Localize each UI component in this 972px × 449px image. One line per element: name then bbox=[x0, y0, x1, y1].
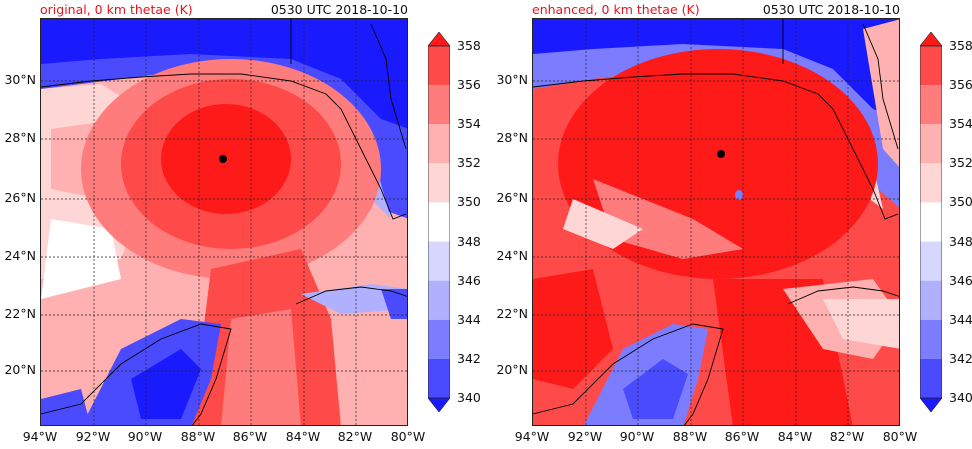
lon-tick: 82°W bbox=[337, 429, 373, 444]
colorbar-tick-label: 346 bbox=[457, 272, 481, 288]
colorbar-tick-label: 358 bbox=[457, 38, 481, 53]
colorbar-bin bbox=[920, 358, 942, 398]
colorbar bbox=[920, 32, 942, 412]
colorbar-tick-label: 356 bbox=[457, 77, 481, 93]
lat-tick: 30°N bbox=[496, 72, 528, 87]
colorbar-extend-min bbox=[428, 397, 450, 412]
lat-tick: 22°N bbox=[496, 306, 528, 321]
map-field-svg bbox=[533, 19, 899, 425]
lat-tick: 26°N bbox=[4, 190, 36, 205]
lat-tick: 20°N bbox=[496, 362, 528, 377]
colorbar-extend-max bbox=[428, 32, 450, 47]
colorbar-bin bbox=[428, 85, 450, 125]
lat-tick: 28°N bbox=[496, 130, 528, 145]
colorbar-bin bbox=[428, 358, 450, 398]
lat-tick: 30°N bbox=[4, 72, 36, 87]
lon-tick: 86°W bbox=[232, 429, 268, 444]
lon-tick: 82°W bbox=[829, 429, 865, 444]
panel-original: original, 0 km thetae (K) 0530 UTC 2018-… bbox=[4, 2, 481, 444]
colorbar-tick-label: 348 bbox=[949, 233, 972, 249]
lon-tick: 86°W bbox=[724, 429, 760, 444]
colorbar-bin bbox=[920, 280, 942, 320]
colorbar-tick-label: 344 bbox=[457, 311, 481, 327]
colorbar bbox=[428, 32, 450, 412]
colorbar-bin bbox=[428, 46, 450, 86]
colorbar-bin bbox=[920, 163, 942, 203]
colorbar-tick-label: 358 bbox=[949, 38, 972, 53]
colorbar-bin bbox=[920, 202, 942, 242]
colorbar-tick-label: 342 bbox=[949, 350, 972, 366]
colorbar-tick-label: 346 bbox=[949, 272, 972, 288]
map-field-svg bbox=[41, 19, 407, 425]
panel-title-time: 0530 UTC 2018-10-10 bbox=[270, 2, 408, 17]
panel-title-time: 0530 UTC 2018-10-10 bbox=[762, 2, 900, 17]
lat-tick: 24°N bbox=[4, 248, 36, 263]
colorbar-bin bbox=[920, 46, 942, 86]
colorbar-tick-label: 350 bbox=[949, 194, 972, 210]
lon-tick: 92°W bbox=[567, 429, 603, 444]
lon-tick: 80°W bbox=[390, 429, 426, 444]
lon-tick: 90°W bbox=[127, 429, 163, 444]
colorbar-bin bbox=[428, 163, 450, 203]
colorbar-tick-label: 342 bbox=[457, 350, 481, 366]
colorbar-tick-label: 354 bbox=[457, 116, 481, 132]
map-original bbox=[40, 18, 408, 426]
colorbar-bin bbox=[920, 241, 942, 281]
panel-enhanced: enhanced, 0 km thetae (K) 0530 UTC 2018-… bbox=[492, 0, 972, 449]
panel-title-label: enhanced, 0 km thetae (K) bbox=[532, 2, 700, 17]
lat-tick: 26°N bbox=[496, 190, 528, 205]
lat-tick: 24°N bbox=[496, 248, 528, 263]
lon-tick: 88°W bbox=[672, 429, 708, 444]
colorbar-tick-label: 340 bbox=[457, 390, 481, 405]
colorbar-tick-label: 352 bbox=[457, 155, 481, 171]
lon-tick: 90°W bbox=[619, 429, 655, 444]
lon-tick: 84°W bbox=[777, 429, 813, 444]
lon-tick: 92°W bbox=[75, 429, 111, 444]
colorbar-bin bbox=[920, 319, 942, 359]
colorbar-bin bbox=[428, 280, 450, 320]
panel-title-label: original, 0 km thetae (K) bbox=[40, 2, 193, 17]
colorbar-bin bbox=[920, 85, 942, 125]
colorbar-tick-label: 356 bbox=[949, 77, 972, 93]
colorbar-tick-label: 340 bbox=[949, 390, 972, 405]
colorbar-bin bbox=[428, 319, 450, 359]
colorbar-bin bbox=[920, 124, 942, 164]
lon-tick: 80°W bbox=[882, 429, 918, 444]
lon-tick: 84°W bbox=[285, 429, 321, 444]
colorbar-extend-min bbox=[920, 397, 942, 412]
colorbar-bin bbox=[428, 124, 450, 164]
colorbar-tick-label: 352 bbox=[949, 155, 972, 171]
lon-tick: 94°W bbox=[514, 429, 550, 444]
colorbar-extend-max bbox=[920, 32, 942, 47]
colorbar-bin bbox=[428, 241, 450, 281]
map-enhanced bbox=[532, 18, 900, 426]
lon-tick: 94°W bbox=[22, 429, 58, 444]
colorbar-bin bbox=[428, 202, 450, 242]
lat-tick: 22°N bbox=[4, 306, 36, 321]
colorbar-tick-label: 344 bbox=[949, 311, 972, 327]
colorbar-tick-label: 348 bbox=[457, 233, 481, 249]
colorbar-tick-label: 354 bbox=[949, 116, 972, 132]
lat-tick: 20°N bbox=[4, 362, 36, 377]
colorbar-tick-label: 350 bbox=[457, 194, 481, 210]
lat-tick: 28°N bbox=[4, 130, 36, 145]
lon-tick: 88°W bbox=[180, 429, 216, 444]
